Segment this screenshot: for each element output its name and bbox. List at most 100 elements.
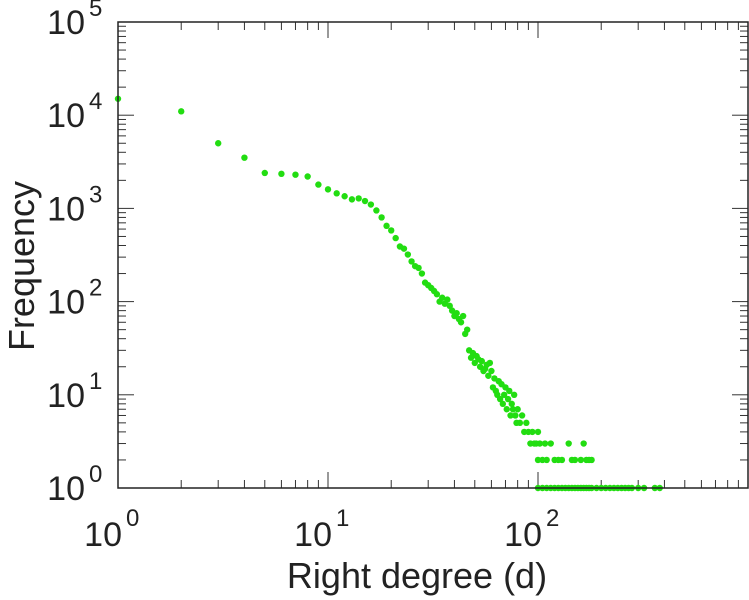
y-tick-exponent: 2 (89, 275, 102, 302)
data-point (333, 190, 340, 197)
data-point (571, 456, 579, 464)
data-point (400, 245, 408, 252)
data-point (404, 251, 412, 258)
data-point (324, 186, 332, 193)
data-point (215, 140, 222, 147)
data-point (476, 363, 484, 370)
data-point (510, 391, 518, 398)
data-point (507, 412, 514, 419)
data-point (367, 201, 375, 208)
x-axis-title: Right degree (d) (287, 555, 547, 596)
data-point (383, 222, 390, 230)
y-tick-base: 10 (47, 284, 85, 322)
data-point (541, 440, 549, 447)
data-point (478, 357, 485, 365)
data-point (499, 400, 507, 408)
x-tick-label: 10 1 (294, 505, 349, 554)
y-tick-label: 10 1 (47, 368, 102, 415)
minor-ticks (118, 22, 748, 488)
y-tick-base: 10 (47, 4, 85, 42)
data-point (534, 456, 542, 464)
data-point (534, 428, 542, 436)
data-point (278, 170, 285, 178)
data-point (508, 400, 515, 408)
data-point (433, 291, 441, 298)
y-tick-base: 10 (47, 97, 85, 135)
data-points (114, 95, 663, 492)
data-point (261, 169, 268, 177)
data-point (523, 419, 530, 427)
y-tick-label: 10 3 (47, 181, 102, 228)
data-point (509, 406, 517, 413)
data-point (512, 412, 519, 419)
y-tick-base: 10 (47, 377, 85, 415)
y-axis-title: Frequency (1, 181, 42, 351)
y-tick-base: 10 (47, 470, 85, 508)
data-point (241, 154, 248, 161)
y-tick-label: 10 2 (47, 275, 102, 322)
y-tick-exponent: 1 (89, 368, 102, 395)
data-point (516, 419, 524, 427)
data-point (315, 181, 322, 188)
y-tick-label: 10 5 (47, 0, 102, 42)
data-point (459, 312, 467, 320)
data-point (536, 440, 544, 447)
data-point (415, 264, 422, 272)
y-tick-exponent: 4 (89, 88, 102, 115)
data-point (463, 326, 471, 333)
data-point (388, 227, 395, 234)
data-point (361, 197, 369, 205)
data-point (355, 195, 362, 202)
data-point (444, 296, 451, 303)
data-point (373, 207, 380, 214)
data-point (453, 310, 460, 317)
data-point (506, 387, 513, 395)
x-tick-base: 10 (294, 516, 332, 554)
data-point (486, 359, 494, 367)
data-point (457, 319, 465, 326)
data-point (485, 372, 492, 379)
data-point (565, 440, 572, 447)
data-point (543, 456, 550, 464)
y-tick-label: 10 0 (47, 461, 102, 508)
x-tick-label: 10 2 (504, 505, 559, 554)
x-tick-label: 10 0 (84, 505, 139, 554)
y-tick-exponent: 3 (89, 181, 102, 208)
data-point (378, 214, 385, 221)
data-point (408, 258, 415, 265)
data-point (580, 440, 587, 447)
x-tick-base: 10 (504, 516, 542, 554)
plot-area-frame (117, 21, 749, 489)
y-tick-exponent: 5 (89, 0, 102, 22)
x-tick-exponent: 1 (336, 505, 349, 532)
data-point (439, 294, 446, 301)
data-point (446, 302, 453, 310)
y-tick-label: 10 4 (47, 88, 102, 135)
x-tick-labels: 10 0 10 1 10 2 (84, 505, 559, 554)
data-point (500, 391, 508, 398)
data-point (503, 406, 510, 413)
data-point (514, 406, 521, 413)
x-tick-base: 10 (84, 516, 122, 554)
data-point (588, 456, 595, 464)
data-point (518, 412, 526, 419)
data-point (488, 367, 495, 375)
y-tick-exponent: 0 (89, 461, 102, 488)
major-ticks (117, 22, 748, 489)
data-point (504, 395, 512, 403)
data-point (558, 456, 566, 464)
x-tick-exponent: 2 (546, 505, 559, 532)
data-point (418, 270, 426, 277)
data-point (348, 196, 356, 203)
data-point (496, 395, 504, 403)
data-point (529, 428, 536, 436)
data-point (547, 440, 554, 447)
data-point (392, 234, 399, 242)
data-point (292, 171, 299, 178)
data-point (577, 456, 585, 464)
x-tick-exponent: 0 (126, 505, 139, 532)
data-point (178, 108, 185, 115)
data-point (304, 173, 311, 180)
